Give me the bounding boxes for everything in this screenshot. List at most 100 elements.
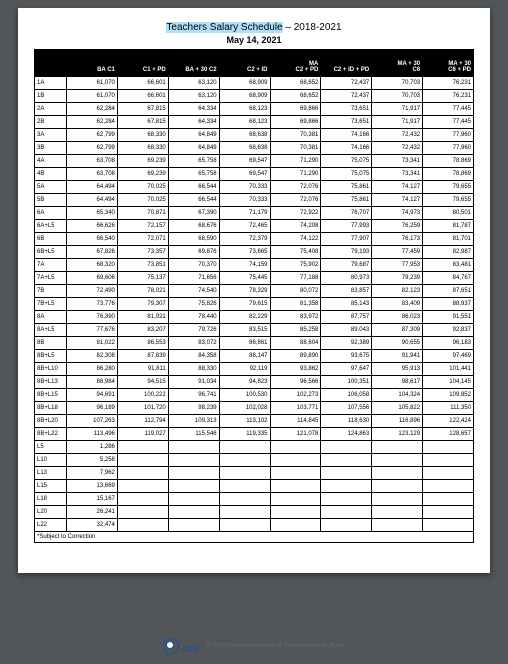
table-row: 1A61,07066,60163,12068,90968,65272,43770…: [35, 77, 474, 90]
col-header: MA + 30C6: [372, 50, 423, 77]
value-cell: 88,984: [67, 376, 118, 389]
value-cell: 68,652: [270, 90, 321, 103]
step-cell: 6A: [35, 207, 67, 220]
table-row: 5A64,49470,02566,54470,33372,07675,86174…: [35, 181, 474, 194]
value-cell: 78,869: [423, 155, 474, 168]
value-cell: 74,159: [219, 259, 270, 272]
value-cell: 13,669: [67, 480, 118, 493]
table-row: 6A+L566,62672,15768,67672,46574,20877,99…: [35, 220, 474, 233]
value-cell: 68,590: [168, 233, 219, 246]
table-row: 2B62,28467,81564,33468,12369,86673,65171…: [35, 116, 474, 129]
value-cell: 76,259: [372, 220, 423, 233]
value-cell: 101,441: [423, 363, 474, 376]
table-row: L2026,241: [35, 506, 474, 519]
page-footer: UFT © 2019 United Federation of Teachers…: [0, 636, 508, 654]
value-cell: 62,799: [67, 129, 118, 142]
value-cell: 100,351: [321, 376, 372, 389]
value-cell: 92,389: [321, 337, 372, 350]
value-cell: 62,284: [67, 103, 118, 116]
value-cell: 69,239: [117, 155, 168, 168]
effective-date: May 14, 2021: [34, 35, 474, 45]
value-cell: 65,758: [168, 155, 219, 168]
value-cell: 71,290: [270, 155, 321, 168]
value-cell: 107,556: [321, 402, 372, 415]
value-cell: 68,909: [219, 77, 270, 90]
value-cell: 90,655: [372, 337, 423, 350]
step-cell: L15: [35, 480, 67, 493]
value-cell: 74,127: [372, 181, 423, 194]
value-cell: 83,857: [321, 285, 372, 298]
table-row: L1513,669: [35, 480, 474, 493]
value-cell: 77,960: [423, 142, 474, 155]
step-cell: 8B+L20: [35, 415, 67, 428]
value-cell: 63,120: [168, 77, 219, 90]
value-cell: [219, 506, 270, 519]
table-row: 3B62,79968,33064,84968,63870,38174,16672…: [35, 142, 474, 155]
value-cell: 124,863: [321, 428, 372, 441]
value-cell: 96,183: [423, 337, 474, 350]
value-cell: [372, 454, 423, 467]
value-cell: 74,127: [372, 194, 423, 207]
value-cell: 97,647: [321, 363, 372, 376]
value-cell: 72,076: [270, 181, 321, 194]
value-cell: 63,708: [67, 155, 118, 168]
value-cell: [372, 480, 423, 493]
value-cell: 75,861: [321, 181, 372, 194]
value-cell: 68,676: [168, 220, 219, 233]
value-cell: [219, 493, 270, 506]
value-cell: 87,309: [372, 324, 423, 337]
table-row: 7B+L573,77679,30775,82679,61581,35885,14…: [35, 298, 474, 311]
value-cell: 68,638: [219, 129, 270, 142]
value-cell: 70,381: [270, 129, 321, 142]
value-cell: 79,307: [117, 298, 168, 311]
value-cell: 32,474: [67, 519, 118, 532]
value-cell: 87,839: [117, 350, 168, 363]
uft-logo: UFT: [163, 636, 198, 654]
value-cell: [117, 441, 168, 454]
value-cell: 73,341: [372, 155, 423, 168]
value-cell: 26,241: [67, 506, 118, 519]
value-cell: [423, 441, 474, 454]
value-cell: 69,239: [117, 168, 168, 181]
value-cell: 105,822: [372, 402, 423, 415]
value-cell: 66,544: [168, 194, 219, 207]
title-rest: – 2018-2021: [283, 22, 342, 33]
value-cell: [321, 467, 372, 480]
value-cell: 66,626: [67, 220, 118, 233]
value-cell: [270, 506, 321, 519]
value-cell: 116,896: [372, 415, 423, 428]
value-cell: 73,651: [321, 103, 372, 116]
value-cell: 71,290: [270, 168, 321, 181]
step-cell: 4B: [35, 168, 67, 181]
value-cell: 98,239: [168, 402, 219, 415]
step-cell: L22: [35, 519, 67, 532]
value-cell: [219, 454, 270, 467]
step-cell: L20: [35, 506, 67, 519]
col-header: C1 + PD: [117, 50, 168, 77]
value-cell: 88,147: [219, 350, 270, 363]
value-cell: 115,546: [168, 428, 219, 441]
value-cell: 85,258: [270, 324, 321, 337]
value-cell: 70,703: [372, 90, 423, 103]
value-cell: [423, 454, 474, 467]
col-header: BA + 30 C2: [168, 50, 219, 77]
value-cell: 70,025: [117, 194, 168, 207]
value-cell: 72,490: [67, 285, 118, 298]
value-cell: 83,972: [270, 311, 321, 324]
value-cell: 100,530: [219, 389, 270, 402]
value-cell: 83,072: [168, 337, 219, 350]
value-cell: 73,357: [117, 246, 168, 259]
value-cell: 66,601: [117, 90, 168, 103]
value-cell: 72,437: [321, 90, 372, 103]
table-row: 8B+L20107,263112,794109,313113,102114,84…: [35, 415, 474, 428]
value-cell: 70,370: [168, 259, 219, 272]
value-cell: 83,207: [117, 324, 168, 337]
value-cell: 86,280: [67, 363, 118, 376]
value-cell: 98,617: [372, 376, 423, 389]
value-cell: 69,547: [219, 155, 270, 168]
value-cell: 81,022: [67, 337, 118, 350]
document-page: Teachers Salary Schedule – 2018-2021 May…: [18, 8, 490, 573]
table-row: 8B+L1896,189101,72098,239102,028103,7711…: [35, 402, 474, 415]
value-cell: 123,129: [372, 428, 423, 441]
value-cell: [270, 454, 321, 467]
